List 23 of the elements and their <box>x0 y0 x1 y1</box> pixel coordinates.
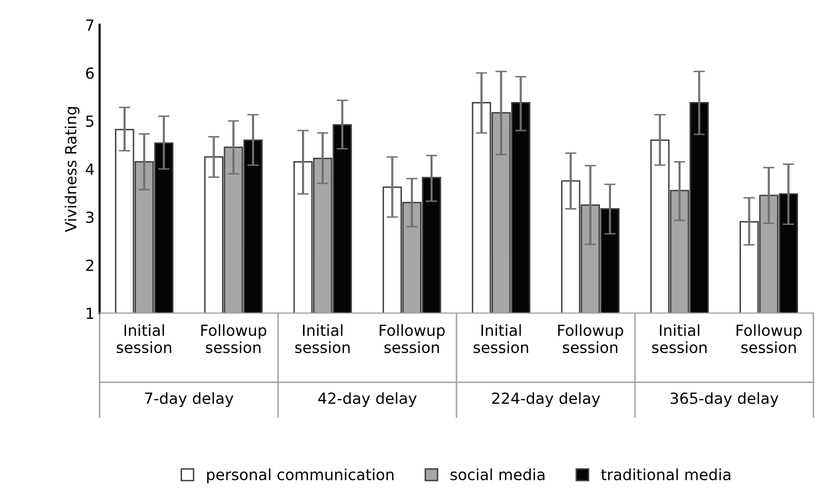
legend-label: personal communication <box>207 468 394 484</box>
text: 365-day delay <box>670 392 778 407</box>
x-tick-label: Initial session <box>652 324 707 354</box>
text: 42-day delay <box>318 392 417 407</box>
x-tick-label: Followup session <box>736 324 802 354</box>
x-tick-label: Initial session <box>474 324 528 354</box>
text: 7-day delay <box>145 392 234 407</box>
y-tick-label: 2 <box>86 260 94 271</box>
y-tick-label: 1 <box>86 308 94 319</box>
y-axis-title: Vividness Rating <box>64 107 80 232</box>
y-tick-label: 5 <box>86 116 94 127</box>
y-tick-label: 7 <box>86 20 94 31</box>
y-tick-label: 6 <box>86 67 94 79</box>
x-tick-label: Followup session <box>201 324 266 354</box>
text: 224-day delay <box>492 392 600 407</box>
y-tick-label: 3 <box>86 211 94 224</box>
legend-label: social media <box>450 468 544 480</box>
x-tick-label: Followup session <box>380 324 445 354</box>
legend-label: traditional media <box>601 468 730 480</box>
x-tick-label: Initial session <box>295 324 350 354</box>
y-tick-label: 4 <box>86 164 94 175</box>
x-tick-label: Initial session <box>116 324 172 354</box>
x-tick-label: Followup session <box>558 324 624 354</box>
